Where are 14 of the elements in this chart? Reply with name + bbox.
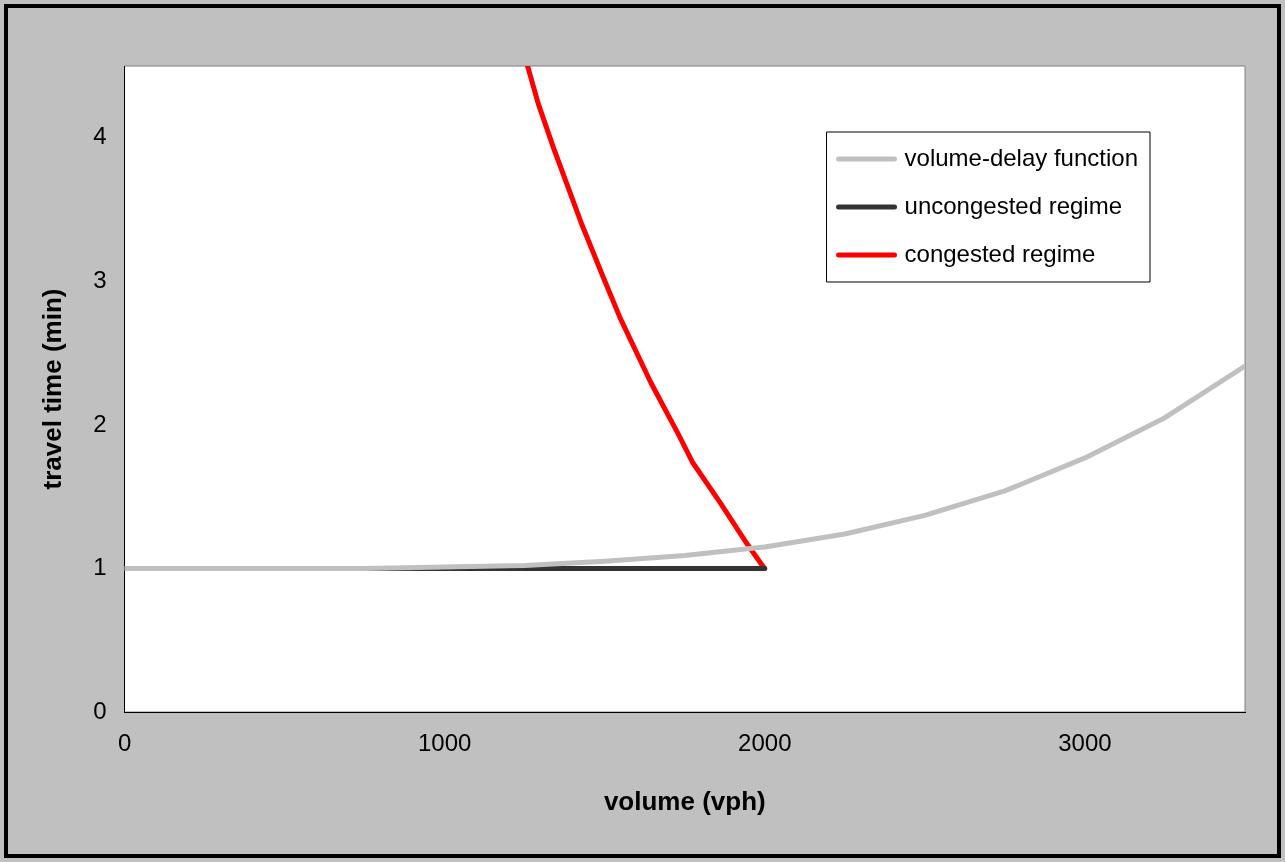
- y-tick-label: 0: [93, 696, 107, 724]
- y-tick-label: 3: [93, 265, 107, 293]
- x-tick-label: 3000: [1058, 729, 1112, 757]
- x-tick-label: 0: [117, 729, 132, 757]
- x-tick-label: 1000: [417, 729, 472, 757]
- x-axis-title: volume (vph): [603, 785, 766, 816]
- legend-label: volume-delay function: [904, 143, 1139, 171]
- y-tick-label: 4: [93, 122, 107, 150]
- y-axis-title: travel time (min): [36, 288, 67, 490]
- legend-label: uncongested regime: [904, 191, 1123, 219]
- legend-label: congested regime: [904, 239, 1096, 267]
- y-tick-label: 2: [93, 409, 107, 437]
- y-tick-label: 1: [93, 553, 107, 581]
- x-tick-label: 2000: [738, 729, 792, 757]
